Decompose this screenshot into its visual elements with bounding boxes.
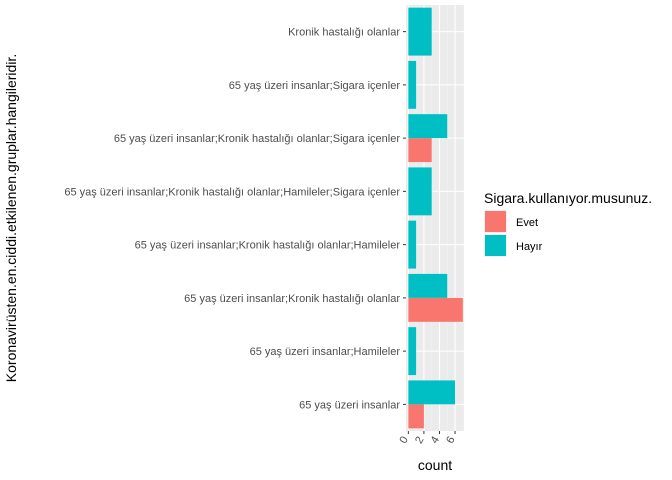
category-label: 65 yaş üzeri insanlar;Kronik hastalığı o… [135,240,401,252]
bar-hay-r [408,380,456,405]
category-label: 65 yaş üzeri insanlar;Hamileler [250,346,401,358]
legend: Sigara.kullanıyor.musunuz. Evet Hayır [484,190,652,257]
x-axis-title: count [418,457,452,473]
x-tick-label: 6 [444,435,457,446]
bar-hay-r [408,114,448,139]
bar-evet [408,138,432,163]
bar-hay-r [408,7,432,56]
bars [408,7,463,429]
bar-hay-r [408,167,432,216]
category-label: 65 yaş üzeri insanlar;Kronik hastalığı o… [184,293,400,305]
category-label: 65 yaş üzeri insanlar;Sigara içenler [229,80,401,92]
x-tick-label: 4 [429,435,442,446]
category-label: 65 yaş üzeri insanlar [299,399,400,411]
legend-label: Hayır [516,241,543,253]
x-tick-label: 0 [397,435,410,446]
bar-hay-r [408,273,448,298]
category-label: 65 yaş üzeri insanlar;Kronik hastalığı o… [114,133,400,145]
bar-hay-r [408,220,417,269]
y-axis-title: Koronavirüsten.en.ciddi.etkilenen.grupla… [3,54,19,382]
legend-key-swatch [485,235,506,256]
legend-label: Evet [516,217,538,229]
category-axis-labels: 65 yaş üzeri insanlar 65 yaş üzeri insanl… [64,27,406,411]
x-tick-label: 2 [413,435,426,446]
bar-hay-r [408,60,417,109]
bar-evet [408,404,424,429]
bar-evet [408,297,463,322]
legend-title: Sigara.kullanıyor.musunuz. [484,190,652,206]
bar-hay-r [408,327,417,376]
legend-key-swatch [485,211,506,232]
category-label: Kronik hastalığı olanlar [288,27,400,39]
category-label: 65 yaş üzeri insanlar;Kronik hastalığı o… [64,186,400,198]
